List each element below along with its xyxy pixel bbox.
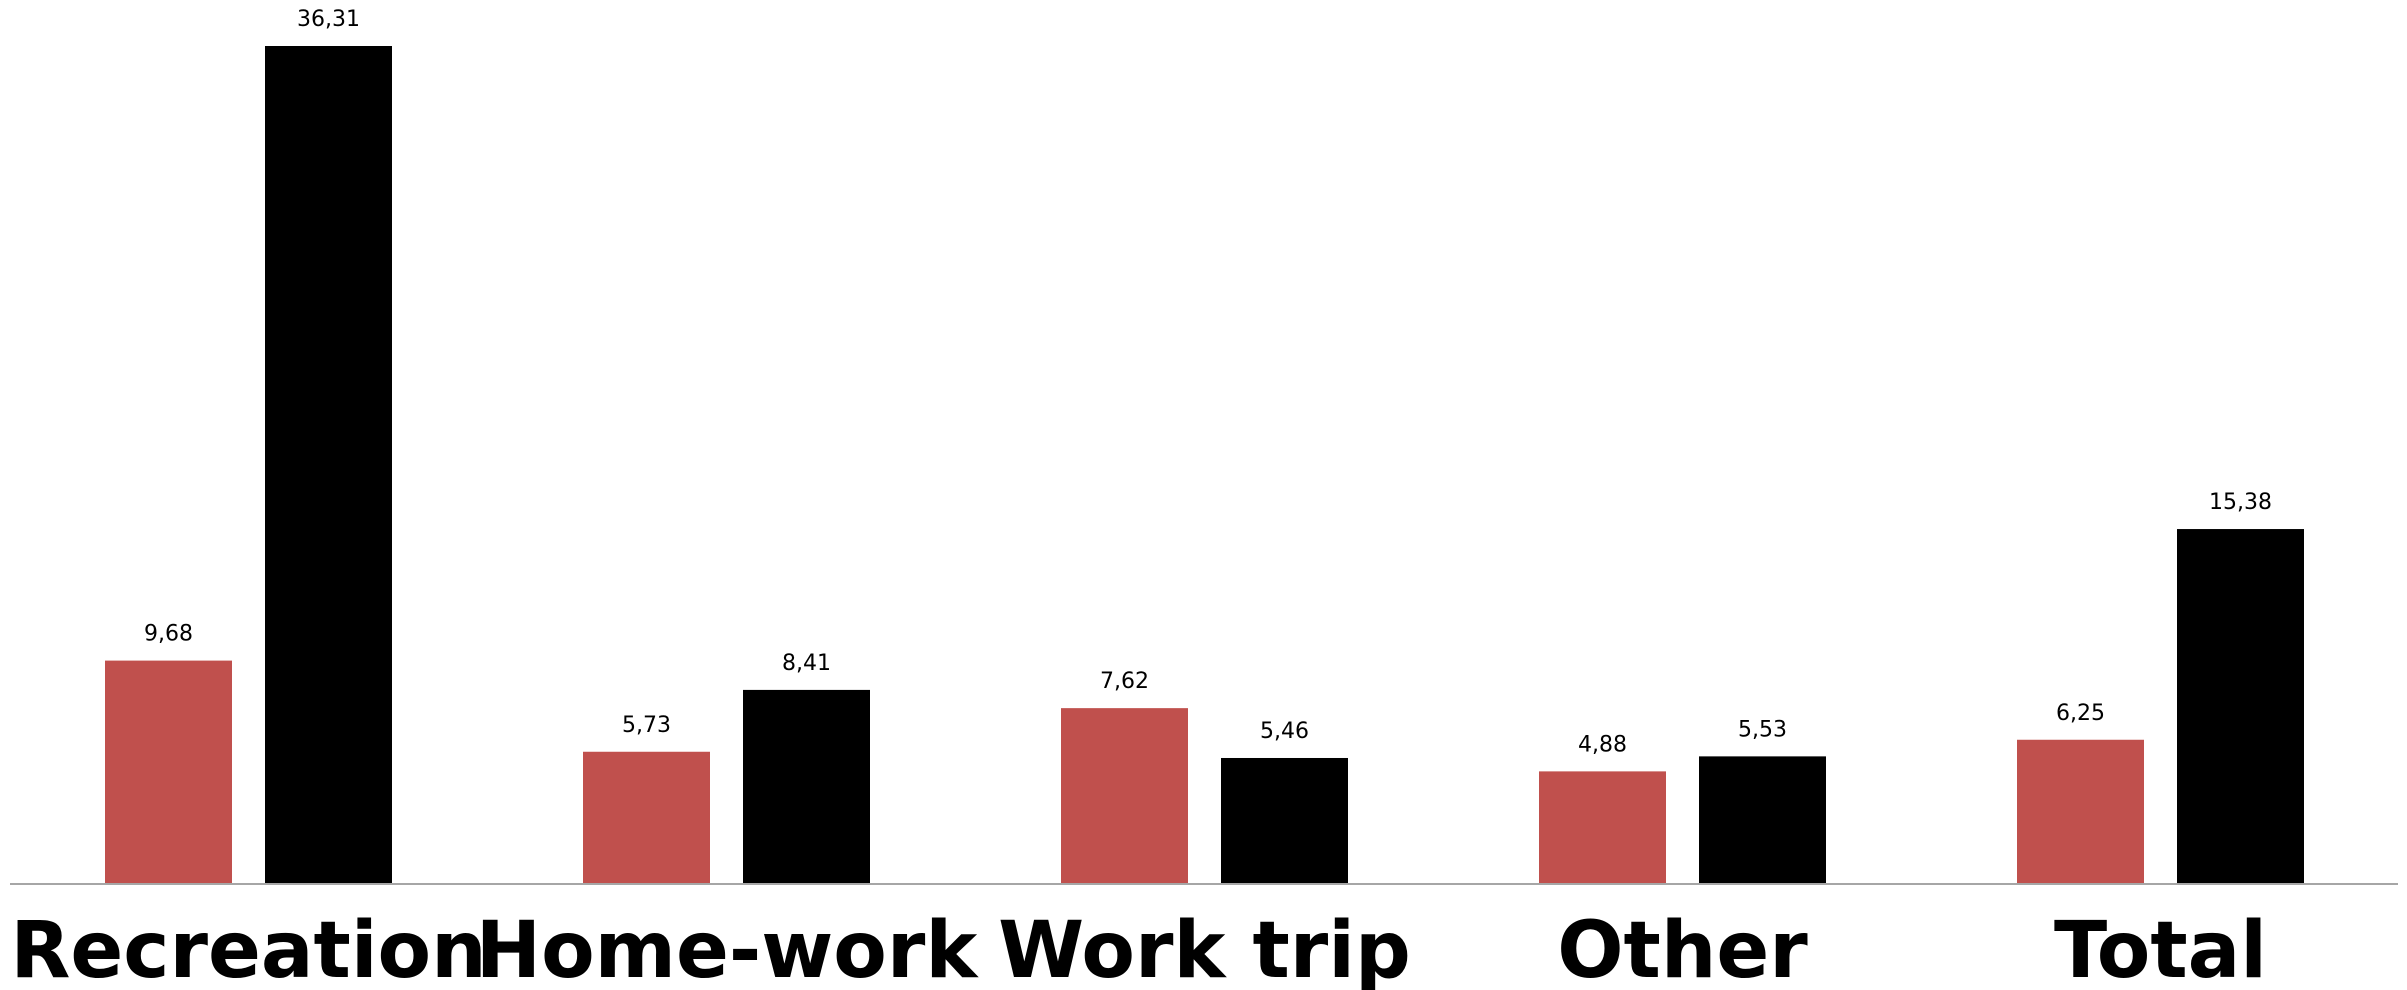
- bar-total-series-1: [2017, 739, 2144, 884]
- value-label: 7,62: [1100, 669, 1149, 694]
- value-label: 15,38: [2209, 490, 2272, 515]
- bar-work-trip-series-2: [1221, 757, 1348, 884]
- value-label: 5,73: [622, 713, 671, 738]
- category-label-other: Other: [1557, 906, 1808, 990]
- category-label-home-work: Home-work: [476, 906, 980, 990]
- value-labels-group: 9,68 36,31 5,73 8,41 7,62 5,46 4,88 5,53 6,25 15,…: [144, 7, 2272, 757]
- bar-other-series-2: [1699, 756, 1826, 884]
- category-label-recreation: Recreation: [10, 906, 486, 990]
- bar-recreation-series-1: [105, 660, 232, 884]
- value-label: 9,68: [144, 622, 193, 647]
- bar-other-series-1: [1539, 771, 1666, 884]
- value-label: 4,88: [1578, 732, 1627, 757]
- bar-home-work-series-2: [743, 689, 870, 884]
- category-label-work-trip: Work trip: [998, 906, 1411, 990]
- bar-total-series-2: [2177, 529, 2304, 884]
- value-label: 36,31: [297, 7, 360, 32]
- bar-recreation-series-2: [265, 46, 392, 884]
- value-label: 6,25: [2056, 701, 2105, 726]
- value-label: 5,53: [1738, 717, 1787, 742]
- bars-group: [105, 46, 2304, 884]
- bar-home-work-series-1: [583, 751, 710, 884]
- value-label: 5,46: [1260, 719, 1309, 744]
- category-label-total: Total: [2054, 906, 2267, 990]
- value-label: 8,41: [782, 651, 831, 676]
- bar-work-trip-series-1: [1061, 708, 1188, 884]
